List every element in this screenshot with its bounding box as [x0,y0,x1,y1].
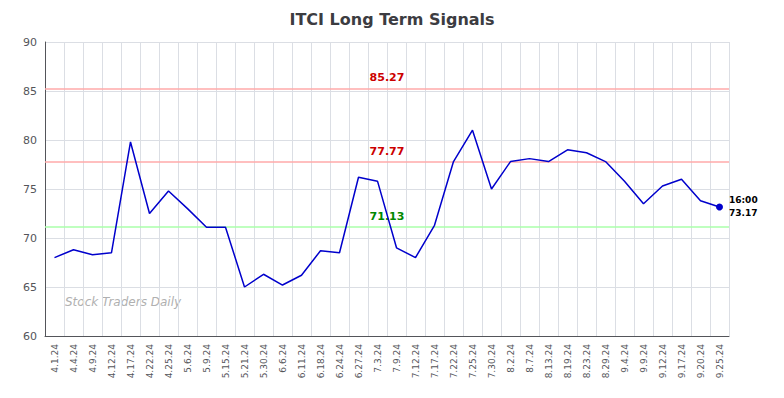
svg-text:6.18.24: 6.18.24 [316,344,326,379]
svg-text:8.19.24: 8.19.24 [563,344,573,379]
svg-text:9.9.24: 9.9.24 [639,344,649,373]
svg-text:6.24.24: 6.24.24 [335,344,345,379]
svg-text:9.20.24: 9.20.24 [696,344,706,379]
svg-text:5.21.24: 5.21.24 [240,344,250,379]
svg-text:7.3.24: 7.3.24 [373,344,383,373]
svg-text:7.17.24: 7.17.24 [430,344,440,379]
svg-text:9.4.24: 9.4.24 [620,344,630,373]
svg-text:4.22.24: 4.22.24 [145,344,155,379]
svg-text:7.22.24: 7.22.24 [449,344,459,379]
svg-text:16:00: 16:00 [729,195,758,205]
svg-text:7.9.24: 7.9.24 [392,344,402,373]
svg-text:77.77: 77.77 [370,145,405,158]
svg-text:9.25.24: 9.25.24 [715,344,725,379]
svg-text:8.13.24: 8.13.24 [544,344,554,379]
svg-text:7.30.24: 7.30.24 [487,344,497,379]
svg-text:5.15.24: 5.15.24 [221,344,231,379]
svg-text:4.4.24: 4.4.24 [69,344,79,373]
svg-text:5.9.24: 5.9.24 [202,344,212,373]
svg-text:4.12.24: 4.12.24 [107,344,117,379]
svg-text:71.13: 71.13 [369,209,405,223]
svg-text:7.12.24: 7.12.24 [411,344,421,379]
svg-text:4.1.24: 4.1.24 [50,344,60,373]
svg-text:65: 65 [23,281,37,294]
svg-text:ITCI Long Term Signals: ITCI Long Term Signals [289,10,494,29]
svg-text:80: 80 [23,134,37,147]
svg-text:6.27.24: 6.27.24 [354,344,364,379]
svg-text:5.6.24: 5.6.24 [183,344,193,373]
svg-text:4.25.24: 4.25.24 [164,344,174,379]
svg-text:9.17.24: 9.17.24 [677,344,687,379]
svg-text:8.7.24: 8.7.24 [525,344,535,373]
svg-text:9.12.24: 9.12.24 [658,344,668,379]
svg-text:4.17.24: 4.17.24 [126,344,136,379]
svg-text:6.11.24: 6.11.24 [297,344,307,379]
svg-text:8.29.24: 8.29.24 [601,344,611,379]
svg-text:8.2.24: 8.2.24 [506,344,516,373]
svg-text:75: 75 [23,183,37,196]
svg-text:85: 85 [23,85,37,98]
svg-text:8.23.24: 8.23.24 [582,344,592,379]
svg-text:7.25.24: 7.25.24 [468,344,478,379]
svg-text:70: 70 [23,232,37,245]
svg-text:6.6.24: 6.6.24 [278,344,288,373]
svg-text:Stock Traders Daily: Stock Traders Daily [65,295,182,309]
svg-text:60: 60 [23,330,37,343]
svg-text:90: 90 [23,36,37,49]
svg-text:73.17: 73.17 [729,208,757,218]
svg-text:85.27: 85.27 [370,71,405,84]
svg-text:4.9.24: 4.9.24 [88,344,98,373]
svg-text:5.30.24: 5.30.24 [259,344,269,379]
